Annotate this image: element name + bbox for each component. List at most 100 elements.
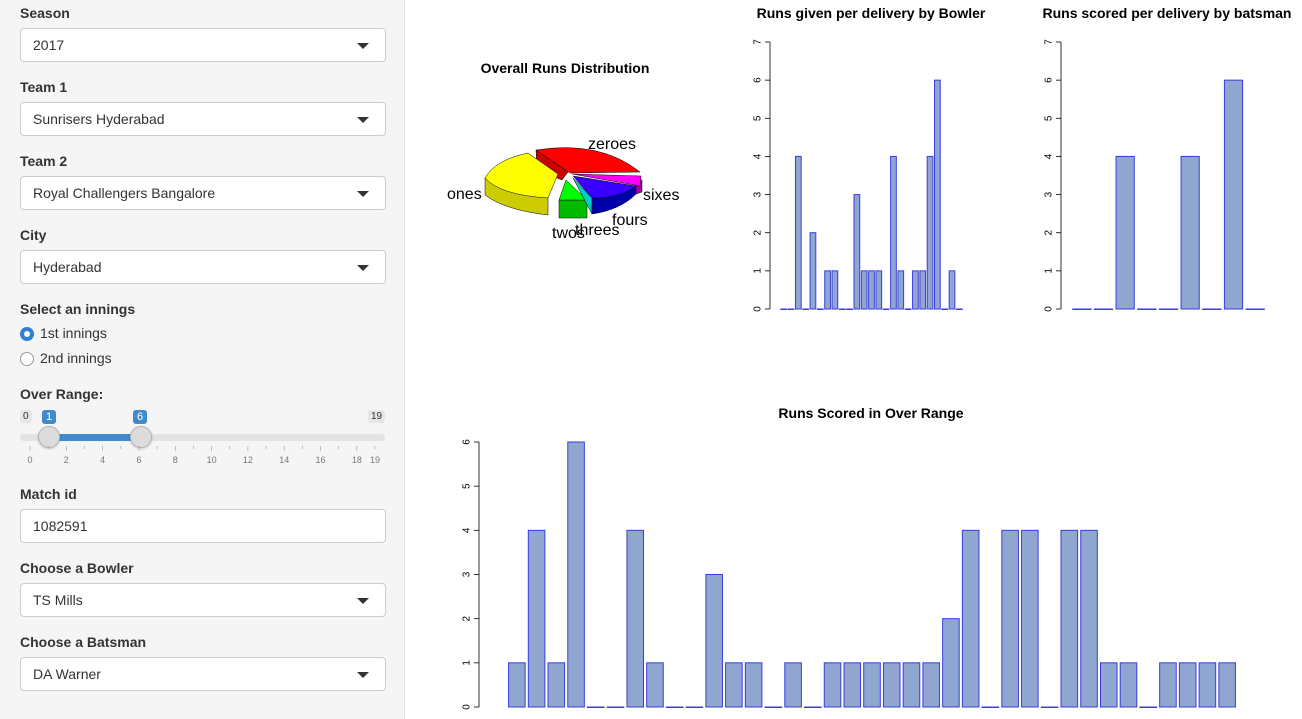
bar	[804, 706, 822, 708]
bar	[942, 618, 960, 708]
radio-label: 1st innings	[40, 325, 107, 341]
bar	[764, 706, 783, 708]
bar	[890, 155, 897, 310]
bar	[1159, 662, 1177, 708]
bar	[1218, 662, 1236, 708]
slider-min-label: 0	[20, 410, 32, 423]
y-tick-label: 2	[1044, 229, 1055, 235]
team1-value: Sunrisers Hyderabad	[33, 111, 165, 127]
y-tick-label: 5	[462, 483, 473, 489]
slider-tick-label: 18	[352, 455, 362, 465]
bar	[824, 270, 831, 310]
bar	[1093, 308, 1114, 310]
bar	[1139, 706, 1158, 708]
batsman-select[interactable]: DA Warner	[20, 657, 386, 691]
y-tick-label: 3	[462, 571, 473, 577]
y-tick-label: 5	[753, 115, 764, 121]
bar	[1060, 529, 1079, 708]
y-tick-label: 7	[753, 39, 764, 45]
match-id-value: 1082591	[33, 518, 88, 534]
slider-track[interactable]	[20, 434, 385, 441]
y-tick-label: 2	[462, 615, 473, 621]
bar	[1119, 662, 1138, 708]
innings-label: Select an innings	[20, 301, 136, 317]
team1-select[interactable]: Sunrisers Hyderabad	[20, 102, 386, 136]
bar	[606, 706, 625, 708]
slider-tick-label: 6	[136, 455, 141, 465]
bar	[787, 308, 795, 310]
radio-button-selected[interactable]	[20, 327, 34, 341]
bowler-select[interactable]: TS Mills	[20, 583, 386, 617]
bar	[646, 662, 664, 708]
bar	[1080, 529, 1098, 708]
bar	[934, 79, 941, 310]
city-label: City	[20, 227, 47, 243]
bowler-label: Choose a Bowler	[20, 560, 134, 576]
pie-slice-zeroes	[535, 147, 641, 174]
team2-select[interactable]: Royal Challengers Bangalore	[20, 176, 386, 210]
bar	[912, 270, 919, 310]
bar	[1072, 308, 1092, 310]
bar	[897, 270, 905, 310]
pie-slice-sixes	[571, 173, 642, 187]
slider-selected-range[interactable]	[49, 434, 141, 441]
bar	[838, 308, 846, 310]
season-select[interactable]: 2017	[20, 28, 386, 62]
bar	[665, 706, 684, 708]
bar	[1223, 79, 1244, 310]
bar	[567, 441, 585, 708]
bar	[1040, 706, 1059, 708]
chevron-down-icon	[357, 191, 369, 197]
y-tick-label: 0	[1044, 306, 1055, 312]
bar	[1202, 308, 1222, 310]
bar	[919, 270, 927, 310]
slider-tick-label: 4	[100, 455, 105, 465]
radio-button[interactable]	[20, 352, 34, 366]
bar	[853, 194, 861, 310]
bar	[846, 308, 853, 310]
y-tick-label: 6	[753, 77, 764, 83]
bar	[705, 574, 723, 708]
bar	[1158, 308, 1179, 310]
bar	[1180, 155, 1200, 310]
bar	[902, 662, 921, 708]
slider-high-handle[interactable]	[130, 426, 152, 448]
bar	[941, 308, 949, 310]
bar	[882, 308, 890, 310]
y-tick-label: 7	[1044, 39, 1055, 45]
city-select[interactable]: Hyderabad	[20, 250, 386, 284]
slider-low-handle[interactable]	[38, 426, 60, 448]
slider-tick-label: 14	[279, 455, 289, 465]
pie-label-ones: ones	[447, 186, 482, 203]
pie-slice-ones	[484, 152, 559, 199]
y-tick-label: 4	[753, 153, 764, 159]
radio-label: 2nd innings	[40, 350, 112, 366]
slider-tick-label: 19	[370, 455, 380, 465]
pie-chart	[484, 147, 643, 219]
slider-tick-label: 2	[64, 455, 69, 465]
bar	[1198, 662, 1217, 708]
y-tick-label: 0	[753, 306, 764, 312]
chevron-down-icon	[357, 672, 369, 678]
bar	[685, 706, 704, 708]
y-tick-label: 1	[462, 660, 473, 666]
bar	[725, 662, 743, 708]
bar	[816, 308, 824, 310]
match-id-label: Match id	[20, 486, 77, 502]
slider-tick-label: 12	[243, 455, 253, 465]
match-id-input[interactable]: 1082591	[20, 509, 386, 543]
over-range-bar-chart: 0 1 2 3 4 5 6	[462, 439, 1236, 710]
y-tick-label: 2	[753, 229, 764, 235]
bar	[809, 232, 817, 310]
bar	[868, 270, 875, 310]
team2-label: Team 2	[20, 153, 68, 169]
bar	[922, 662, 940, 708]
bar	[744, 662, 763, 708]
pie-slice-twos-side	[558, 199, 588, 219]
bar	[780, 308, 788, 310]
bar	[527, 529, 546, 708]
y-tick-label: 5	[1044, 115, 1055, 121]
bar	[1178, 662, 1197, 708]
y-tick-label: 6	[462, 439, 473, 445]
